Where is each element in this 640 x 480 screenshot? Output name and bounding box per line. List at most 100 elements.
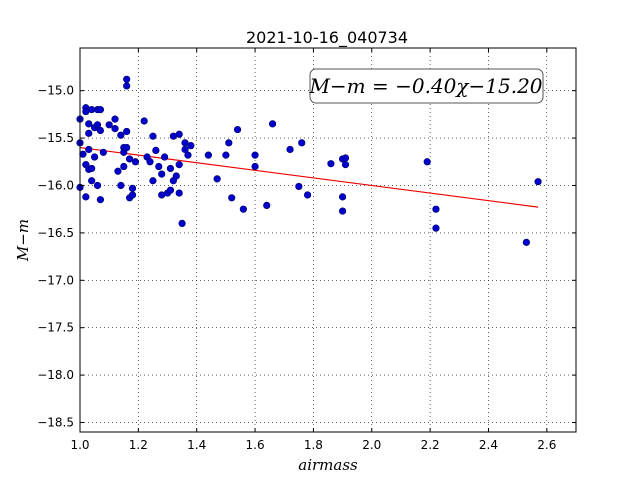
data-point [146,158,154,166]
data-point [341,161,350,169]
data-point [105,121,113,129]
data-point [123,127,131,136]
data-point [225,139,233,147]
data-point [338,207,347,215]
data-point [158,170,166,178]
data-point [85,120,93,128]
data-point [534,178,542,186]
data-point [239,205,247,213]
fit-equation: M−m = −0.40χ−15.20 [308,74,542,98]
data-point [149,132,157,140]
data-point [298,139,306,147]
data-point [187,142,195,150]
data-point [114,167,122,175]
data-point [295,182,303,191]
data-point [123,143,131,152]
y-tick-label: −16.0 [37,178,74,192]
y-tick-label: −17.5 [37,321,74,335]
data-point [82,193,90,201]
data-point [161,153,169,161]
data-point [181,145,189,154]
data-points [76,75,542,246]
x-tick-label: 1.0 [70,438,89,452]
data-point [117,181,125,190]
data-point [120,162,128,171]
data-point [123,75,131,83]
data-point [93,181,102,190]
data-point [131,158,140,166]
data-point [432,205,440,213]
data-point [90,153,99,161]
chart-title: 2021-10-16_040734 [246,28,408,48]
data-point [166,164,175,173]
data-point [88,177,96,185]
x-tick-label: 1.6 [246,438,265,452]
data-point [96,106,105,114]
x-tick-label: 1.4 [187,438,206,452]
y-tick-label: −18.0 [37,368,74,382]
x-tick-label: 2.4 [479,438,498,452]
data-point [178,219,186,228]
data-point [85,145,93,154]
x-tick-label: 2.6 [537,438,556,452]
x-tick-label: 2.2 [421,438,440,452]
data-point [155,162,163,171]
data-point [303,191,312,199]
data-point [111,115,119,123]
data-point [263,201,271,209]
data-point [175,130,183,138]
y-tick-label: −15.0 [37,84,74,98]
data-point [152,146,160,154]
data-point [204,151,212,159]
data-point [93,121,102,129]
x-tick-label: 1.2 [129,438,148,452]
axis-ticks: 1.0 1.2 1.4 1.6 1.8 2.0 2.2 2.4 2.6 −15.0 −15.5 −16… [37,48,576,452]
data-point [286,145,294,154]
data-point [126,155,134,163]
data-point [79,150,87,158]
equation-annotation: M−m = −0.40χ−15.20 [308,68,544,104]
data-point [166,186,175,194]
data-point [423,158,431,166]
data-point [123,82,131,90]
data-point [338,193,347,201]
data-point [228,194,236,202]
data-point [96,126,105,135]
y-tick-label: −16.5 [37,226,74,240]
y-tick-label: −18.5 [37,416,74,430]
data-point [341,154,350,162]
data-point [111,124,119,133]
x-axis-label: airmass [298,456,358,474]
data-point [175,161,183,169]
data-point [149,177,157,185]
y-tick-label: −17.0 [37,273,74,287]
data-point [233,125,242,134]
data-point [117,131,125,139]
data-point [88,164,96,173]
data-point [222,151,230,159]
data-point [432,224,440,232]
plot-frame [79,47,577,433]
data-point [522,238,531,246]
data-point [96,196,105,204]
data-point [128,184,137,192]
data-point [268,120,277,128]
data-point [140,117,148,125]
x-tick-label: 1.8 [304,438,323,452]
data-point [175,189,183,197]
y-axis-label: M−m [14,219,32,262]
data-point [327,160,335,168]
data-point [85,129,93,137]
x-tick-label: 2.0 [362,438,381,452]
y-tick-label: −15.5 [37,131,74,145]
fit-line [79,146,539,208]
annotation-frame [309,68,544,104]
fit-line-layer [79,146,539,208]
data-point [251,151,259,159]
data-point [184,151,192,159]
data-point [213,175,221,183]
data-point [128,191,137,199]
data-point [172,172,180,180]
data-point [99,148,107,156]
